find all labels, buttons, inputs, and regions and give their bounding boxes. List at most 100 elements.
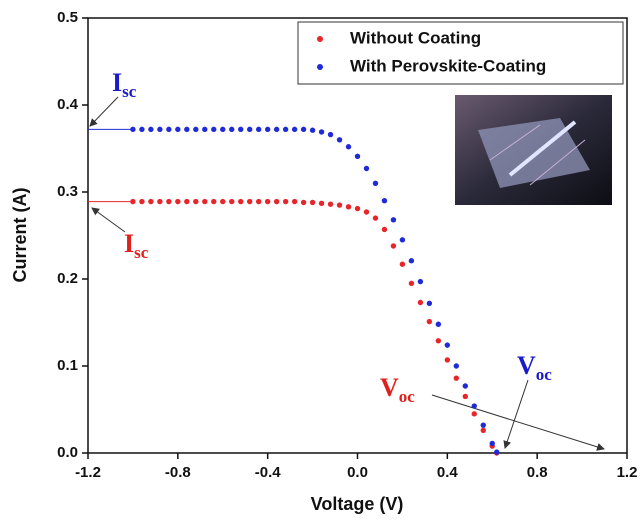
data-point <box>166 126 172 133</box>
legend-marker <box>317 64 323 70</box>
data-point <box>408 258 415 264</box>
data-point <box>157 126 163 133</box>
data-point <box>211 126 217 133</box>
data-point <box>345 144 352 150</box>
y-axis-label: Current (A) <box>10 188 30 283</box>
data-point <box>480 427 486 434</box>
data-point <box>255 198 262 205</box>
annotation: Voc <box>380 373 415 406</box>
legend-label: With Perovskite-Coating <box>350 56 546 75</box>
y-tick-label: 0.3 <box>57 183 78 200</box>
data-point <box>139 198 145 205</box>
data-point <box>426 318 433 325</box>
y-tick-label: 0.5 <box>57 9 78 26</box>
data-point <box>309 199 316 206</box>
data-point <box>426 300 433 307</box>
data-point <box>354 153 361 160</box>
data-point <box>471 411 477 417</box>
data-point <box>184 198 190 205</box>
annotation-sub: oc <box>536 365 553 384</box>
data-point <box>327 131 334 138</box>
data-point <box>381 198 388 204</box>
x-tick-label: -1.2 <box>75 464 101 481</box>
data-point <box>399 261 406 267</box>
data-point <box>238 198 244 205</box>
data-point <box>202 198 208 205</box>
data-point <box>220 126 226 133</box>
data-point <box>247 126 253 133</box>
data-point <box>453 375 460 381</box>
annotation: Isc <box>124 229 149 262</box>
data-point <box>291 198 298 205</box>
x-tick-label: -0.4 <box>255 464 282 481</box>
data-point <box>229 198 235 205</box>
data-point <box>318 129 325 135</box>
data-point <box>381 226 388 233</box>
data-point <box>390 217 397 223</box>
data-point <box>444 342 451 348</box>
x-tick-label: 0.0 <box>347 464 368 481</box>
data-point <box>363 209 370 215</box>
data-point <box>264 126 271 133</box>
data-point <box>229 126 235 133</box>
annotation-main: I <box>112 68 122 97</box>
data-point <box>408 280 415 287</box>
data-point <box>282 126 289 133</box>
data-point <box>462 393 468 400</box>
data-point <box>435 338 442 344</box>
data-point <box>220 198 226 205</box>
data-point <box>148 126 154 133</box>
data-point <box>291 126 298 133</box>
annotation-sub: sc <box>134 243 149 262</box>
data-point <box>130 126 136 133</box>
data-point <box>211 198 217 205</box>
data-point <box>318 200 325 207</box>
data-point <box>327 201 334 207</box>
y-tick-label: 0.1 <box>57 357 78 374</box>
arrows <box>89 96 605 451</box>
photo-inset <box>455 95 612 205</box>
data-point <box>175 126 181 133</box>
data-point <box>238 126 244 133</box>
data-point <box>175 198 181 205</box>
annotation-sub: oc <box>399 387 416 406</box>
data-point <box>282 198 289 205</box>
data-point <box>372 180 379 186</box>
data-point <box>184 126 190 133</box>
data-point <box>444 357 451 363</box>
data-point <box>453 363 460 369</box>
data-point <box>471 403 477 409</box>
annotation-main: V <box>380 373 399 402</box>
data-point <box>435 321 442 327</box>
data-point <box>390 243 397 249</box>
data-point <box>247 198 253 205</box>
data-point <box>139 126 145 133</box>
x-tick-label: 1.2 <box>617 464 638 481</box>
data-point <box>202 126 208 133</box>
data-point <box>494 449 500 455</box>
data-point <box>372 215 379 221</box>
annotation: Isc <box>112 68 137 101</box>
y-tick-label: 0.4 <box>57 96 79 113</box>
data-point <box>489 440 495 447</box>
data-point <box>399 237 406 243</box>
data-point <box>417 299 424 306</box>
data-point <box>300 199 307 206</box>
data-point <box>300 126 307 133</box>
annotation-main: I <box>124 229 134 258</box>
data-point <box>363 165 370 172</box>
data-point <box>462 383 468 389</box>
data-point <box>336 202 343 208</box>
data-point <box>417 278 424 285</box>
annotation-main: V <box>517 351 536 380</box>
data-point <box>354 205 361 212</box>
legend-box <box>297 21 624 85</box>
x-axis-label: Voltage (V) <box>311 494 404 514</box>
data-point <box>166 198 172 205</box>
data-point <box>148 198 154 205</box>
legend-marker <box>317 36 323 42</box>
data-point <box>193 198 199 205</box>
data-point <box>255 126 262 133</box>
data-point <box>273 126 280 133</box>
